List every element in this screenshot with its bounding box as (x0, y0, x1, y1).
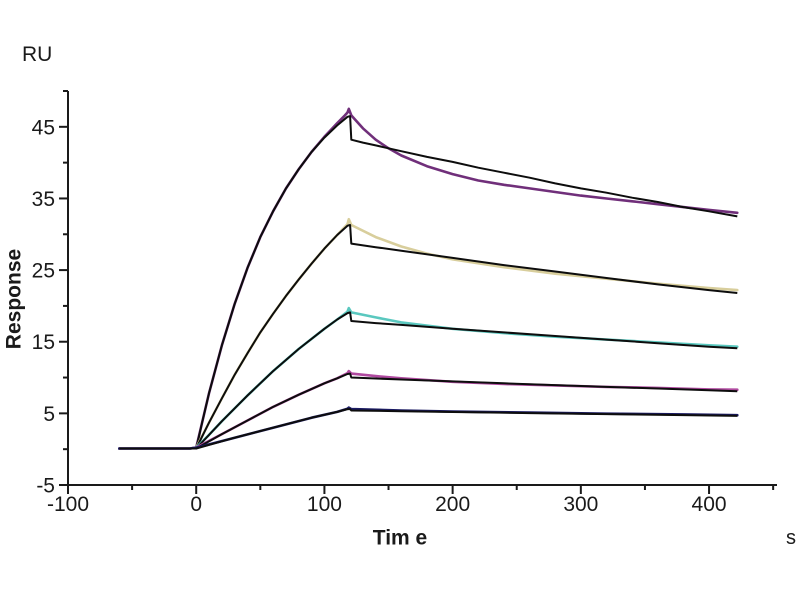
y-axis-unit-label: RU (22, 43, 53, 66)
axes-group: -100 0 100 200 300 400 -5 5 15 25 35 45 (32, 90, 777, 516)
x-tick-label: 0 (190, 493, 202, 516)
fit-curve-tan (119, 224, 738, 450)
x-tick-label: 200 (435, 493, 470, 516)
y-tick-label: 5 (43, 403, 55, 426)
y-tick-label: 35 (32, 188, 55, 211)
x-tick-label: 400 (692, 493, 727, 516)
y-tick-label: 15 (32, 331, 55, 354)
curves-group (118, 107, 739, 450)
fit-curve-navy (119, 408, 738, 450)
x-tick-label: 100 (307, 493, 342, 516)
x-axis-unit-label: s (786, 527, 796, 549)
fit-curve-magenta (119, 372, 738, 450)
x-tick-label: 300 (563, 493, 598, 516)
y-tick-label: -5 (36, 475, 55, 498)
y-tick-label: 25 (32, 260, 55, 283)
data-curve-purple (118, 107, 739, 450)
x-axis-title: Tim e (372, 526, 428, 550)
x-tick-label: -100 (47, 493, 89, 516)
fit-curve-purple (119, 115, 738, 450)
fit-curve-cyan (119, 311, 738, 450)
y-axis-title: Response (2, 248, 26, 350)
y-tick-label: 45 (32, 116, 55, 139)
